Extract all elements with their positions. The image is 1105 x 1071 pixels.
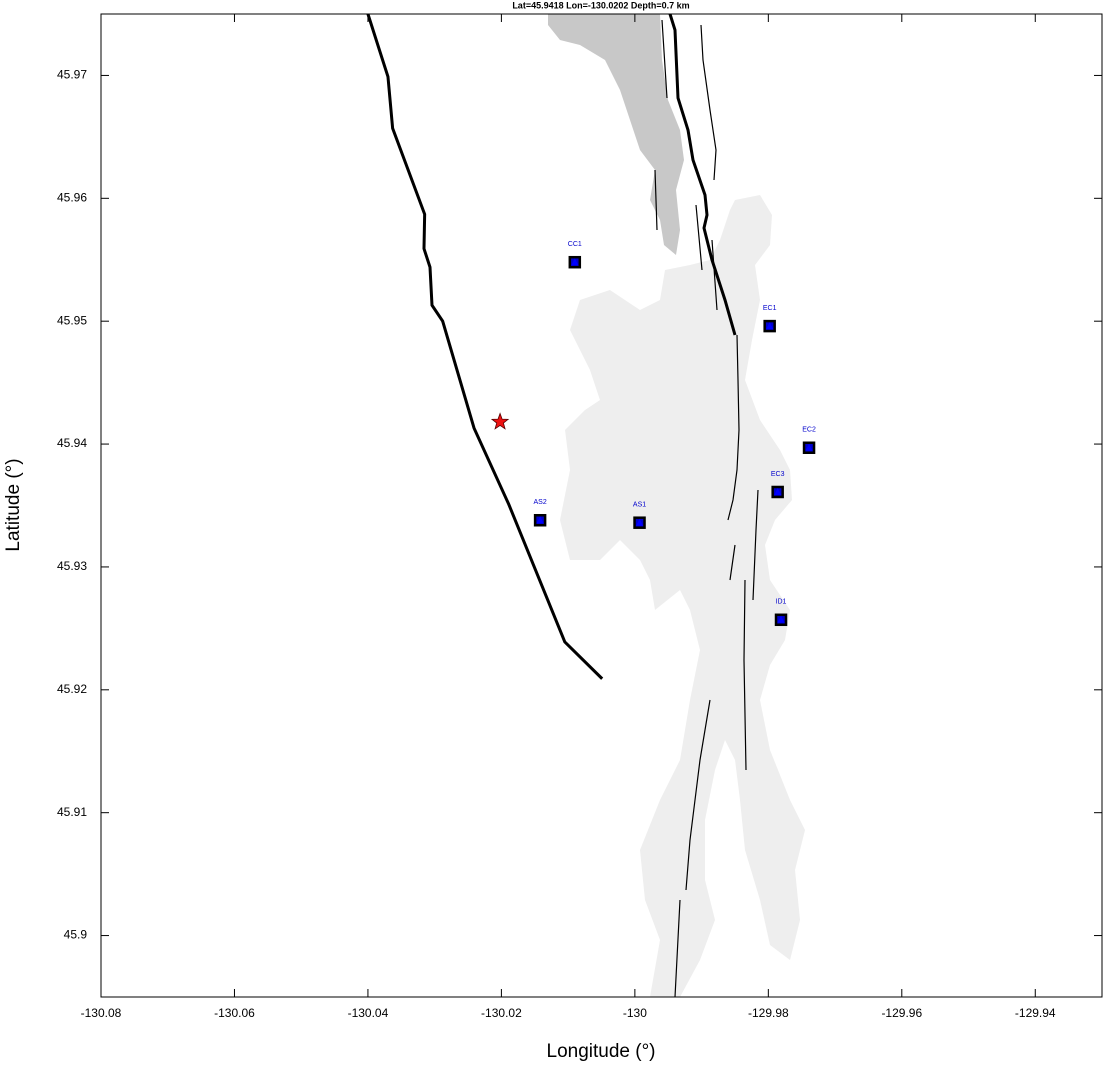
- bathymetry: [548, 13, 805, 998]
- x-tick-label: -130.02: [481, 1006, 522, 1020]
- x-tick-label: -129.98: [748, 1006, 789, 1020]
- station-label: ID1: [776, 599, 787, 606]
- y-tick-label: 45.91: [57, 805, 87, 819]
- station-triangle: [805, 443, 813, 451]
- plot-frame: [100, 13, 1103, 998]
- y-tick-label: 45.93: [57, 559, 87, 573]
- x-tick-label: -130.08: [81, 1006, 122, 1020]
- station-triangle: [777, 615, 785, 623]
- chart-title: Lat=45.9418 Lon=-130.0202 Depth=0.7 km: [512, 0, 689, 10]
- station-label: EC3: [771, 471, 785, 478]
- caldera-rim: [366, 13, 604, 680]
- lava-flow-old: [548, 14, 684, 255]
- y-axis-label: Latitude (°): [3, 458, 24, 551]
- station-triangle: [636, 518, 644, 526]
- y-tick-label: 45.96: [57, 190, 87, 204]
- y-tick-label: 45.95: [57, 313, 87, 327]
- y-tick-label: 45.92: [57, 682, 87, 696]
- x-axis-label: Longitude (°): [547, 1041, 656, 1062]
- station-label: EC2: [802, 427, 816, 434]
- x-tick-label: -129.96: [881, 1006, 922, 1020]
- event-star: [490, 412, 510, 430]
- y-tick-label: 45.97: [57, 68, 87, 82]
- station-label: EC1: [763, 305, 777, 312]
- lava-flow: [560, 195, 805, 997]
- x-tick-label: -130.06: [214, 1006, 255, 1020]
- x-tick-label: -130: [623, 1006, 647, 1020]
- station-triangle: [774, 487, 782, 495]
- y-tick-label: 45.94: [57, 436, 87, 450]
- station-triangle: [766, 322, 774, 330]
- station-triangle: [536, 516, 544, 524]
- y-tick-label: 45.9: [64, 928, 88, 942]
- station-label: AS2: [533, 499, 546, 506]
- fissure-thick: [668, 13, 737, 336]
- station-label: CC1: [568, 241, 582, 248]
- station-triangle: [571, 258, 579, 266]
- station-label: AS1: [633, 502, 646, 509]
- x-tick-label: -130.04: [348, 1006, 389, 1020]
- fissure-thin: [654, 19, 759, 998]
- x-tick-label: -129.94: [1015, 1006, 1056, 1020]
